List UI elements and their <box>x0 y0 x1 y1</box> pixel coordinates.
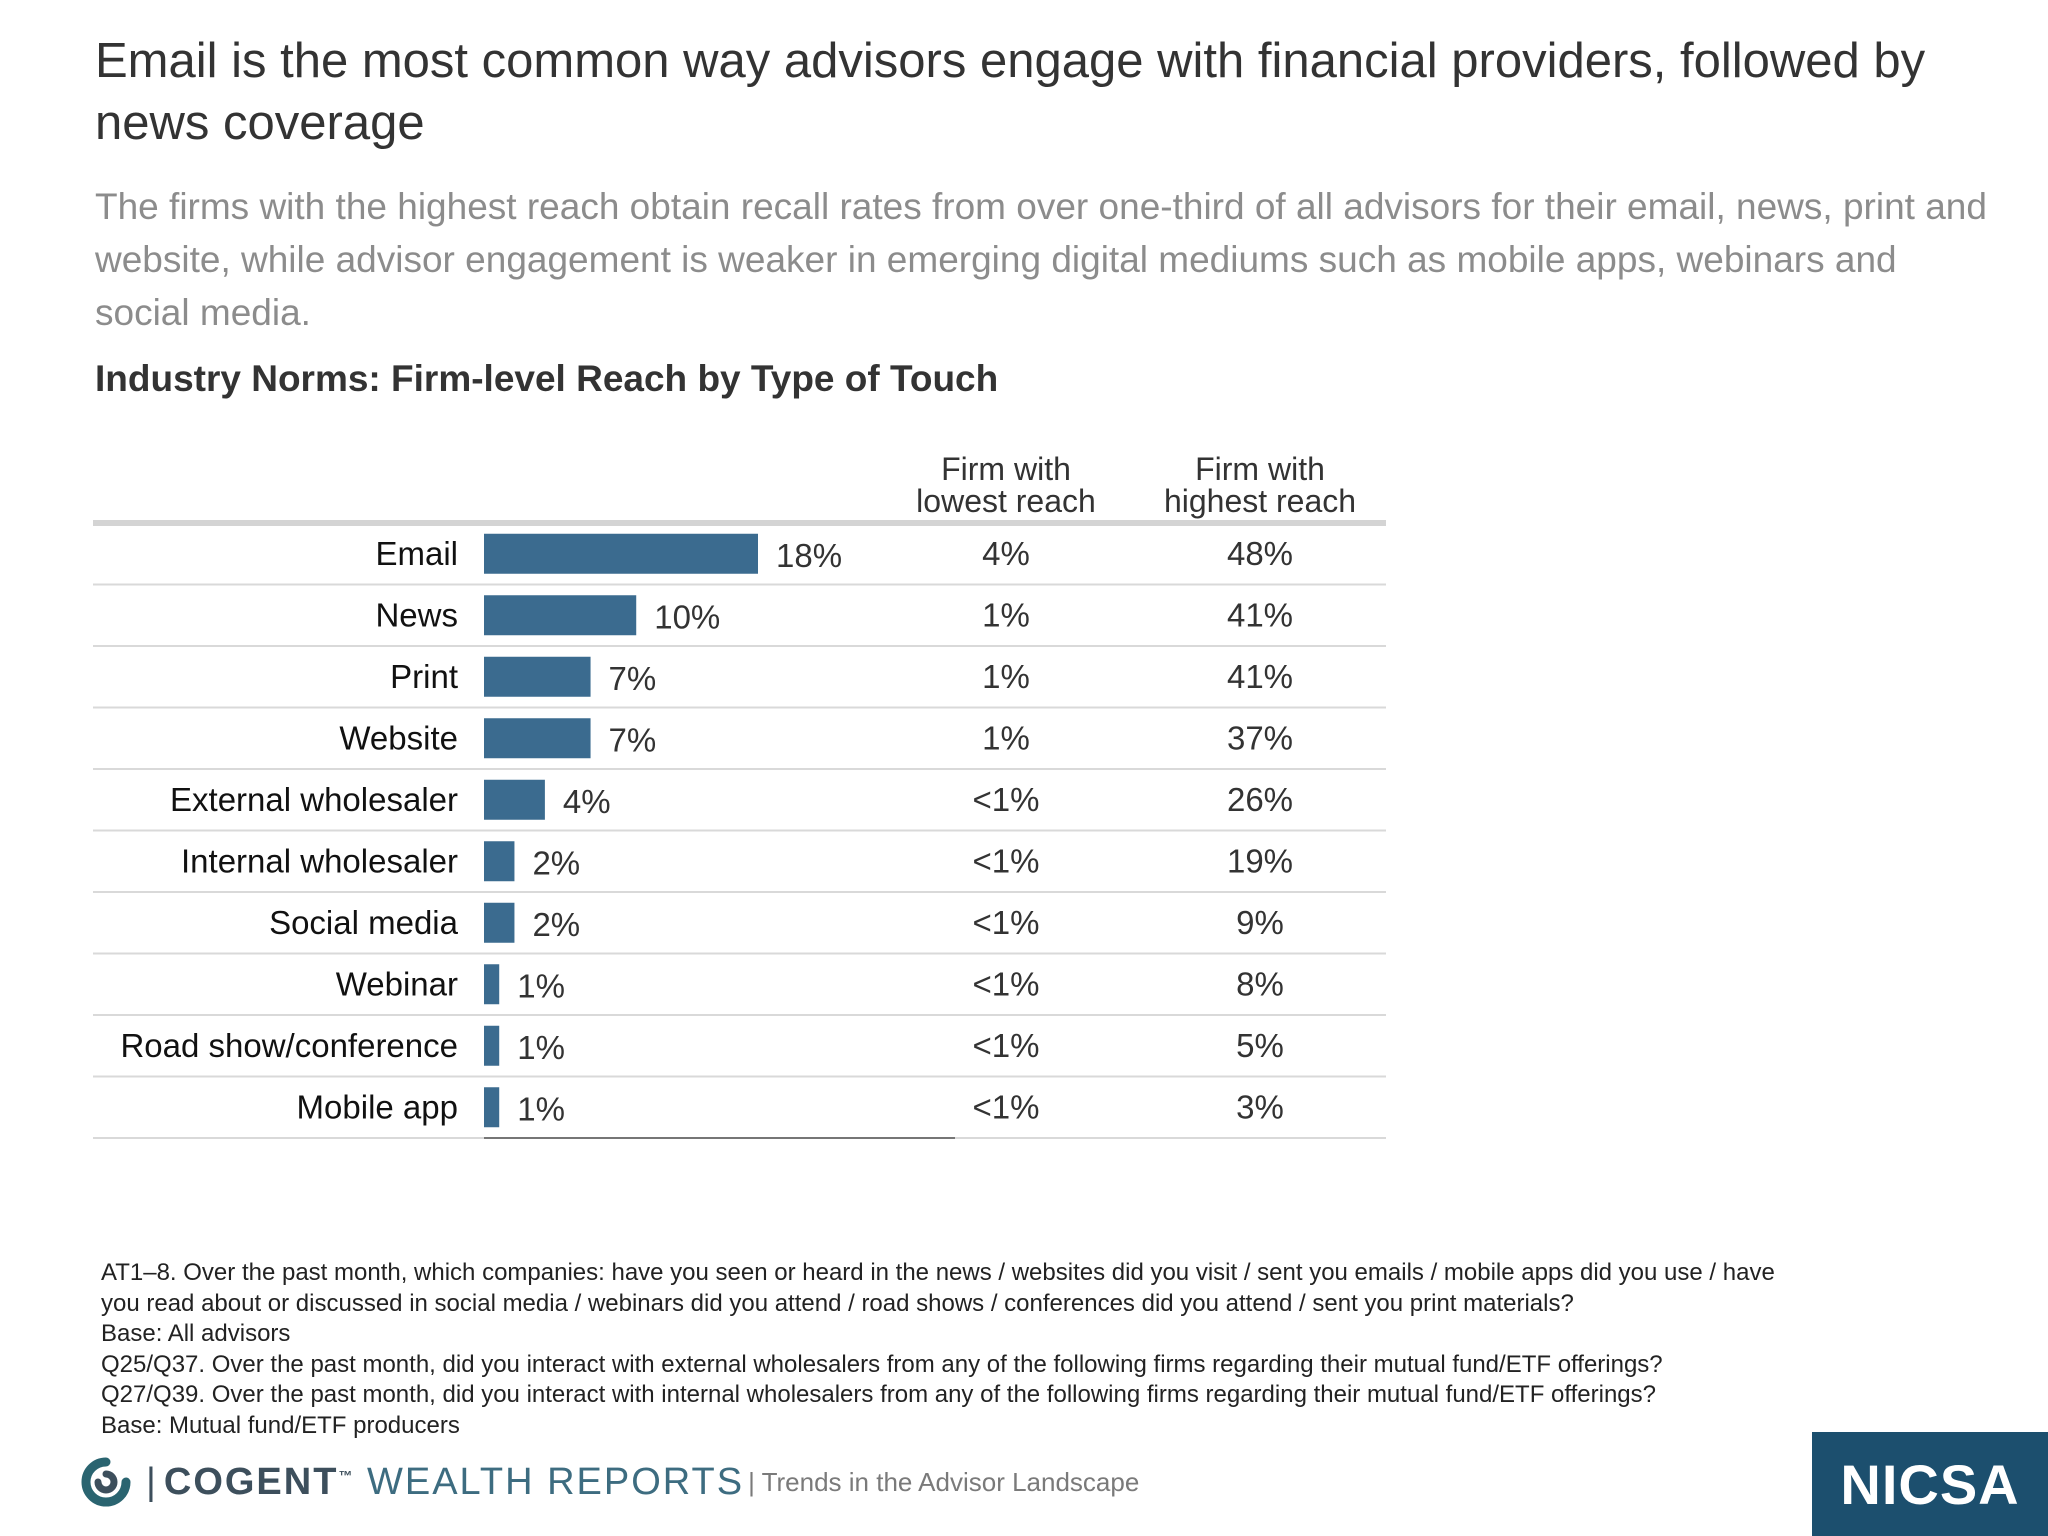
category-label: Website <box>339 719 458 756</box>
footnote-line: Q27/Q39. Over the past month, did you in… <box>101 1381 1656 1408</box>
column-value: 41% <box>1227 658 1293 695</box>
page-subhead: The firms with the highest reach obtain … <box>95 186 1987 333</box>
bar-value-label: 18% <box>776 537 842 574</box>
column-value: 48% <box>1227 535 1293 572</box>
bar <box>484 902 515 943</box>
bar-value-label: 1% <box>517 1090 565 1127</box>
column-header-line2: highest reach <box>1164 483 1356 519</box>
category-label: Webinar <box>336 965 458 1002</box>
column-value: 4% <box>982 535 1030 572</box>
category-label: Email <box>375 535 458 572</box>
table-row: Print 7% 1% 41% <box>93 656 1386 709</box>
bar-value-label: 1% <box>517 1029 565 1066</box>
column-value: 1% <box>982 658 1030 695</box>
bar-value-label: 1% <box>517 967 565 1004</box>
footnote-line: Base: Mutual fund/ETF producers <box>101 1411 460 1439</box>
bar-value-label: 2% <box>532 906 580 943</box>
column-value: <1% <box>973 904 1040 941</box>
footnotes: AT1–8. Over the past month, which compan… <box>101 1258 1951 1441</box>
category-label: Internal wholesaler <box>181 842 458 879</box>
column-value: 1% <box>982 596 1030 633</box>
brand-separator: | <box>146 1460 156 1503</box>
page-headline: Email is the most common way advisors en… <box>95 34 1926 150</box>
category-label: Road show/conference <box>120 1027 458 1064</box>
table-row: Email 18% 4% 48% <box>93 533 1386 586</box>
cogent-swirl-icon <box>81 1457 131 1507</box>
footnote-line: Base: All advisors <box>101 1320 291 1347</box>
column-value: 26% <box>1227 781 1293 818</box>
bar-value-label: 7% <box>609 721 657 758</box>
category-label: Mobile app <box>297 1088 458 1125</box>
bar-value-label: 10% <box>654 598 720 635</box>
footnote-line: you read about or discussed in social me… <box>101 1289 1574 1317</box>
brand-tagline: | Trends in the Advisor Landscape <box>748 1466 1140 1497</box>
table-row: Internal wholesaler 2% <1% 19% <box>93 841 1386 893</box>
column-value: 41% <box>1227 596 1293 633</box>
column-value: <1% <box>973 842 1040 879</box>
bar <box>484 779 545 820</box>
table-row: News 10% 1% 41% <box>93 595 1386 647</box>
footnote-line: Q25/Q37. Over the past month, did you in… <box>101 1350 1663 1378</box>
table-row: External wholesaler 4% <1% 26% <box>93 779 1386 832</box>
table-row: Mobile app 1% <1% 3% <box>93 1087 1386 1139</box>
column-value: 19% <box>1227 842 1293 879</box>
brand-trademark: ™ <box>338 1466 355 1483</box>
footnote-line: AT1–8. Over the past month, which compan… <box>101 1259 1775 1286</box>
footer-brand: | COGENT™ WEALTH REPORTS | Trends in the… <box>80 1454 1139 1510</box>
chart-title: Industry Norms: Firm-level Reach by Type… <box>95 358 999 399</box>
brand-suffix: WEALTH REPORTS <box>367 1460 745 1503</box>
category-label: News <box>375 596 458 633</box>
chart-rows: Email 18% 4% 48% News 10% 1% 41% Print 7% 1% 41% Web… <box>93 533 1386 1139</box>
bar-value-label: 4% <box>563 783 611 820</box>
nicsa-logo: NICSA <box>1812 1432 2048 1536</box>
column-value: <1% <box>973 1088 1040 1125</box>
bar <box>484 841 515 882</box>
bar <box>484 964 500 1005</box>
column-value: 1% <box>982 719 1030 756</box>
bar <box>484 1025 500 1066</box>
column-value: 8% <box>1236 965 1284 1002</box>
column-value: <1% <box>973 965 1040 1002</box>
bar <box>484 656 591 697</box>
brand-name: COGENT™ WEALTH REPORTS <box>164 1461 744 1504</box>
column-header-line1: Firm with <box>941 451 1071 487</box>
column-header-line1: Firm with <box>1195 451 1325 487</box>
column-value: 37% <box>1227 719 1293 756</box>
column-value: 9% <box>1236 904 1284 941</box>
bar <box>484 718 591 759</box>
bar <box>484 1087 500 1128</box>
column-header-line2: lowest reach <box>916 483 1096 519</box>
table-row: Webinar 1% <1% 8% <box>93 964 1386 1016</box>
bar-value-label: 7% <box>609 660 657 697</box>
table-row: Social media 2% <1% 9% <box>93 902 1386 955</box>
column-value: 5% <box>1236 1027 1284 1064</box>
column-value: 3% <box>1236 1088 1284 1125</box>
bar <box>484 595 637 636</box>
bar-value-label: 2% <box>532 844 580 881</box>
category-label: External wholesaler <box>170 781 458 818</box>
bar <box>484 533 758 574</box>
category-label: Print <box>390 658 458 695</box>
table-row: Road show/conference 1% <1% 5% <box>93 1025 1386 1078</box>
column-value: <1% <box>973 1027 1040 1064</box>
brand-name-text: COGENT <box>163 1460 339 1503</box>
table-row: Website 7% 1% 37% <box>93 718 1386 770</box>
column-value: <1% <box>973 781 1040 818</box>
category-label: Social media <box>269 904 459 941</box>
